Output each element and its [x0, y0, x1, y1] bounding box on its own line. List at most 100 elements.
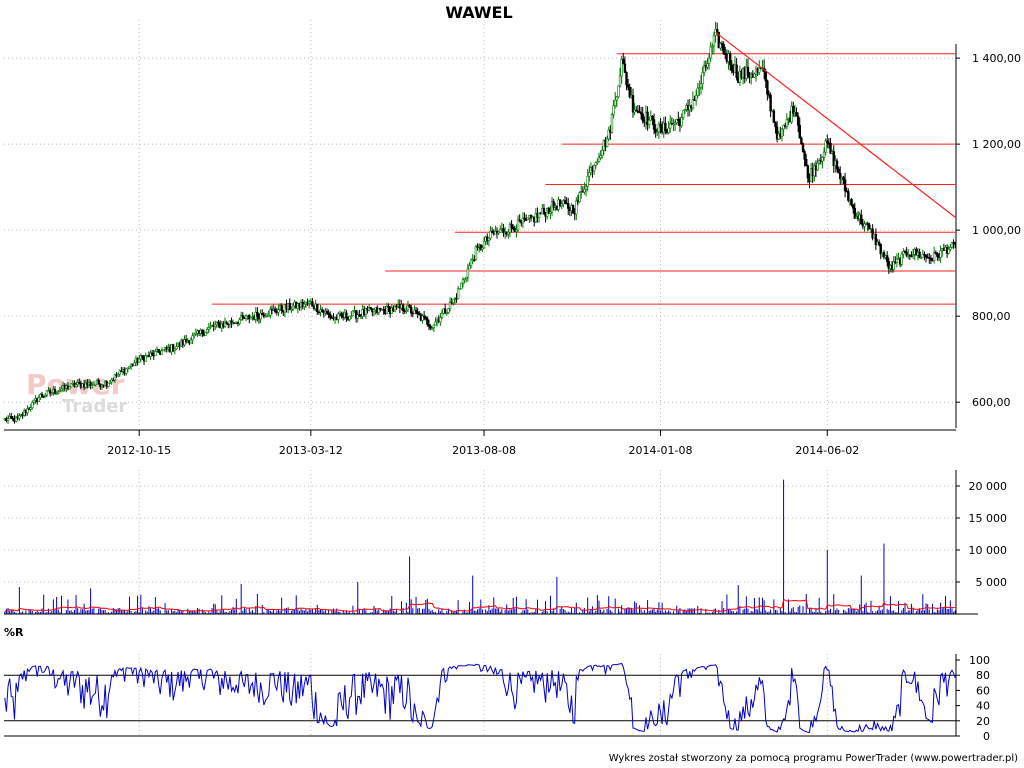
candle-body	[767, 93, 771, 96]
candle-body	[42, 395, 45, 398]
candle-body	[839, 172, 842, 180]
wr-tick-label-0: 0	[983, 730, 990, 743]
candle-body	[936, 253, 939, 257]
volume-tick-label-0: 5 000	[976, 576, 1008, 589]
candle-body	[699, 83, 703, 88]
candle-body	[594, 162, 597, 166]
candle-body	[89, 382, 92, 386]
volume-average	[4, 598, 956, 613]
candle-body	[571, 205, 575, 214]
candle-body	[558, 199, 562, 207]
candle-body	[351, 310, 355, 317]
candle-body	[563, 200, 567, 204]
candle-body	[125, 367, 128, 374]
candle-body	[515, 229, 518, 232]
candle-body	[424, 316, 427, 320]
candle-body	[647, 120, 651, 126]
candle-body	[291, 305, 295, 310]
candle-body	[728, 53, 732, 66]
candle-body	[57, 391, 60, 394]
candle-body	[74, 384, 78, 387]
candle-body	[694, 95, 698, 101]
candle-body	[387, 305, 390, 308]
candle-body	[50, 392, 53, 394]
candle-body	[672, 123, 675, 126]
wr-tick-label-4: 80	[976, 669, 990, 682]
wr-tick-label-3: 60	[976, 684, 990, 697]
candle-body	[866, 223, 869, 226]
candle-body	[612, 105, 615, 115]
candle-body	[320, 309, 324, 312]
candle-body	[507, 231, 510, 235]
price-tick-label-4: 1 400,00	[972, 52, 1021, 65]
candle-body	[895, 258, 899, 263]
candle-body	[193, 333, 196, 337]
candle-body	[29, 407, 32, 410]
support-lines	[212, 53, 956, 305]
candle-body	[448, 301, 452, 310]
candle-body	[707, 57, 711, 64]
candle-body	[426, 318, 429, 325]
candle-body	[44, 394, 47, 397]
candle-body	[625, 72, 628, 86]
volume-panel: 5 000 10 000 15 000 20 000	[4, 470, 1008, 615]
candle-body	[652, 119, 656, 130]
candle-body	[801, 143, 805, 152]
candle-body	[18, 415, 21, 419]
candle-body	[418, 313, 421, 316]
candle-body	[217, 321, 220, 325]
candle-body	[364, 308, 368, 315]
candle-body	[108, 381, 112, 384]
candle-body	[792, 105, 795, 114]
volume-axis: 5 000 10 000 15 000 20 000	[4, 470, 1008, 615]
candle-body	[518, 219, 521, 222]
candle-body	[947, 249, 950, 254]
candle-body	[796, 115, 800, 126]
candle-body	[851, 204, 855, 209]
candle-body	[952, 241, 955, 244]
candle-body	[853, 207, 857, 219]
candle-body	[552, 201, 555, 208]
candle-body	[651, 115, 654, 120]
candle-body	[238, 319, 241, 324]
candle-body	[490, 230, 494, 233]
candle-body	[262, 314, 266, 318]
trendline-line	[715, 31, 956, 218]
candle-body	[929, 257, 933, 261]
footer-credit: Wykres został stworzony za pomocą progra…	[609, 753, 1018, 764]
candle-body	[719, 43, 722, 49]
candle-body	[905, 251, 908, 256]
candle-body	[40, 393, 44, 397]
candle-body	[800, 137, 803, 144]
candle-body	[596, 161, 599, 164]
candle-body	[549, 211, 552, 214]
candle-body	[584, 185, 588, 190]
candle-body	[715, 29, 719, 33]
candle-body	[118, 370, 121, 375]
candle-body	[843, 179, 847, 192]
candle-body	[440, 312, 444, 318]
candle-body	[133, 362, 136, 366]
candle-body	[458, 288, 461, 290]
candle-body	[261, 313, 264, 316]
candle-body	[516, 219, 520, 231]
wr-axis: 0 20 40 60 80 100	[955, 654, 990, 743]
volume-tick-label-1: 10 000	[969, 544, 1008, 557]
candle-body	[175, 346, 178, 350]
candle-body	[348, 315, 351, 320]
candle-body	[144, 355, 147, 362]
candle-body	[911, 254, 915, 256]
candle-body	[735, 64, 738, 78]
candle-body	[126, 367, 130, 370]
candle-body	[950, 241, 954, 248]
candle-body	[317, 311, 321, 314]
candle-body	[431, 327, 434, 330]
candle-body	[434, 321, 437, 326]
candle-body	[32, 399, 36, 403]
candle-body	[194, 333, 198, 335]
candle-body	[511, 227, 515, 230]
candle-body	[482, 240, 486, 249]
candle-body	[409, 306, 413, 314]
candle-body	[816, 162, 819, 171]
candle-body	[631, 95, 635, 113]
